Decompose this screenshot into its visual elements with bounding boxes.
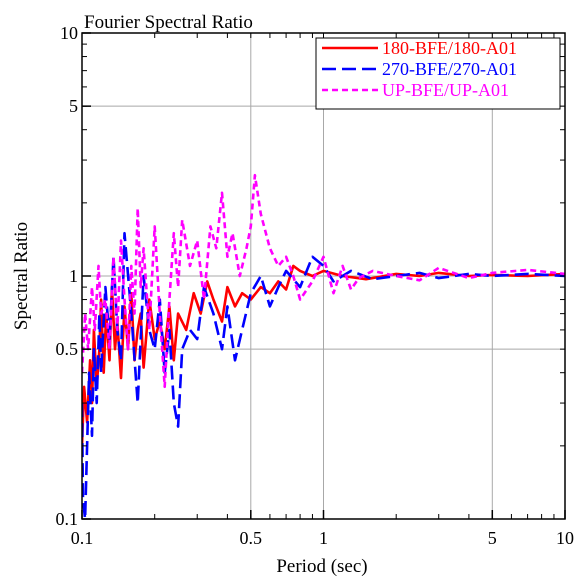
series-line-1 [82, 264, 565, 446]
x-ticks: 0.1 0.5 1 5 10 [71, 33, 574, 548]
series-lines [82, 173, 565, 519]
y-tick-label: 0.5 [56, 339, 79, 359]
x-tick-label: 0.5 [240, 528, 263, 548]
y-ticks: 0.1 0.5 1 5 10 [56, 23, 565, 529]
legend-label: UP-BFE/UP-A01 [382, 80, 509, 100]
y-axis-label: Spectral Ratio [11, 222, 32, 330]
x-tick-label: 1 [319, 528, 328, 548]
chart-title: Fourier Spectral Ratio [84, 12, 253, 33]
legend-label: 180-BFE/180-A01 [382, 38, 517, 58]
legend-box [315, 37, 561, 110]
x-tick-label: 10 [556, 528, 574, 548]
x-axis-label: Period (sec) [276, 556, 367, 577]
x-tick-label: 5 [488, 528, 497, 548]
legend: 180-BFE/180-A01270-BFE/270-A01UP-BFE/UP-… [315, 37, 561, 110]
y-tick-label: 10 [60, 23, 78, 43]
legend-label: 270-BFE/270-A01 [382, 59, 517, 79]
x-tick-label: 0.1 [71, 528, 94, 548]
y-tick-label: 0.1 [56, 509, 79, 529]
y-tick-label: 1 [69, 266, 78, 286]
y-tick-label: 5 [69, 96, 78, 116]
